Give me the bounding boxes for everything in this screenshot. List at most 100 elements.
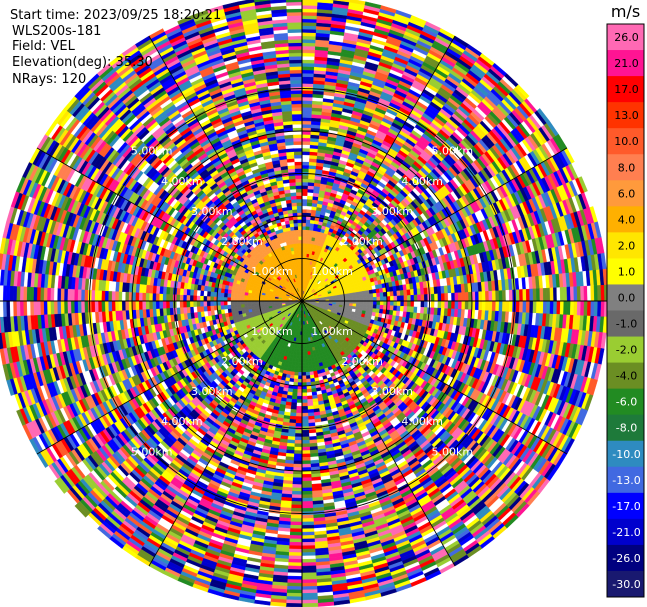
- range-gate: [338, 296, 343, 300]
- range-gate: [569, 300, 575, 316]
- range-gate: [569, 286, 575, 302]
- range-gate: [393, 300, 398, 307]
- range-gate: [488, 300, 493, 312]
- range-gate: [546, 300, 551, 315]
- range-gate: [345, 295, 350, 299]
- range-gate: [539, 288, 544, 302]
- range-gate: [529, 288, 534, 302]
- range-gate: [407, 295, 412, 302]
- range-gate: [301, 229, 306, 234]
- range-gate: [505, 289, 510, 302]
- range-gate: [515, 289, 520, 302]
- range-gate: [454, 292, 459, 302]
- range-gate: [573, 300, 578, 316]
- range-gate: [301, 76, 314, 81]
- ppi-plot: [0, 0, 609, 607]
- range-gate: [600, 284, 605, 302]
- range-gate: [301, 222, 307, 227]
- range-gate: [597, 285, 602, 302]
- range-gate: [393, 305, 398, 312]
- range-gate: [485, 290, 490, 302]
- range-gate: [417, 300, 422, 308]
- range-gate: [447, 300, 452, 310]
- range-gate: [519, 289, 524, 302]
- range-gate: [529, 300, 534, 314]
- range-gate: [525, 288, 531, 302]
- range-gate: [563, 286, 568, 302]
- range-gate: [519, 300, 524, 313]
- range-gate: [491, 300, 497, 312]
- range-gate: [464, 300, 469, 310]
- range-gate: [451, 300, 456, 310]
- range-gate: [593, 300, 599, 317]
- range-gate: [301, 113, 313, 118]
- range-gate: [301, 59, 315, 64]
- range-gate: [301, 83, 314, 88]
- range-gate: [536, 288, 541, 302]
- range-gate: [515, 300, 520, 313]
- range-gate: [362, 293, 367, 299]
- range-gate: [390, 300, 395, 307]
- range-gate: [301, 157, 310, 163]
- range-gate: [301, 0, 318, 3]
- range-gate: [485, 300, 490, 312]
- range-gate: [362, 303, 367, 309]
- range-gate: [474, 291, 480, 302]
- range-gate: [365, 290, 370, 295]
- range-gate: [576, 286, 582, 302]
- range-gate: [539, 300, 544, 314]
- range-gate: [376, 300, 381, 306]
- range-gate: [301, 208, 308, 213]
- range-gate: [301, 45, 316, 50]
- range-gate: [393, 290, 398, 297]
- range-gate: [522, 300, 527, 313]
- range-gate: [301, 49, 316, 54]
- range-gate: [413, 288, 418, 296]
- range-gate: [407, 300, 412, 307]
- range-gate: [304, 236, 310, 241]
- range-gate: [583, 285, 588, 302]
- range-gate: [301, 154, 310, 159]
- range-gate: [355, 294, 360, 299]
- range-gate: [457, 292, 463, 302]
- range-gate: [307, 188, 314, 194]
- range-gate: [301, 110, 313, 115]
- range-gate: [556, 300, 561, 315]
- range-gate: [437, 300, 442, 309]
- range-gate: [301, 232, 306, 237]
- range-gate: [410, 300, 415, 308]
- range-gate: [409, 306, 415, 313]
- range-gate: [301, 178, 309, 183]
- range-gate: [301, 120, 312, 125]
- range-gate: [444, 300, 449, 309]
- range-gate: [301, 151, 311, 156]
- range-gate: [365, 304, 371, 309]
- range-gate: [400, 300, 405, 307]
- range-gate: [376, 292, 381, 298]
- range-gate: [451, 292, 456, 302]
- range-gate: [301, 38, 316, 44]
- range-gate: [508, 300, 514, 313]
- range-gate: [369, 297, 374, 302]
- range-gate: [413, 300, 418, 308]
- range-gate: [379, 292, 384, 298]
- range-gate: [389, 305, 394, 311]
- range-gate: [301, 144, 311, 149]
- range-gate: [307, 185, 315, 190]
- range-gate: [301, 15, 318, 20]
- range-gate: [301, 174, 309, 180]
- range-gate: [366, 297, 371, 302]
- range-gate: [366, 300, 371, 305]
- range-gate: [301, 79, 314, 84]
- range-gate: [304, 243, 309, 248]
- range-gate: [532, 300, 537, 314]
- range-gate: [359, 294, 364, 299]
- range-gate: [301, 225, 307, 230]
- range-gate: [305, 229, 310, 234]
- range-gate: [301, 191, 308, 196]
- range-gate: [566, 286, 571, 302]
- range-gate: [430, 293, 435, 302]
- range-gate: [437, 293, 442, 302]
- range-gate: [349, 295, 354, 299]
